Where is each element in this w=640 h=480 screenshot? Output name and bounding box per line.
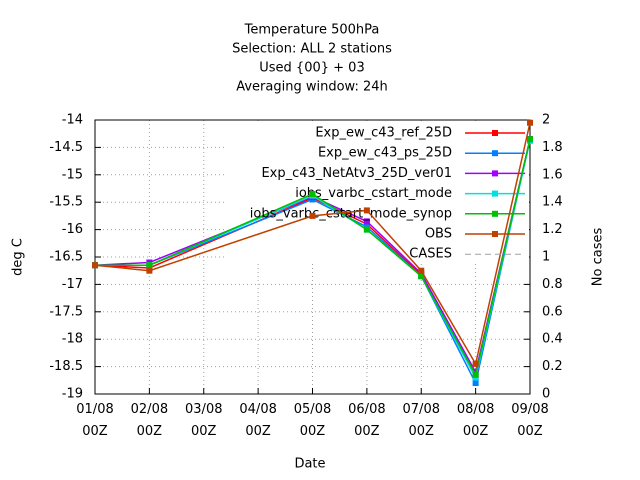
- x-tick-label: 02/08 00Z: [130, 402, 169, 439]
- y2-tick-label: 1.2: [542, 222, 563, 237]
- y-tick-label: -15: [62, 167, 83, 182]
- y-tick-label: -14: [62, 113, 83, 128]
- legend-marker: [492, 170, 498, 177]
- x-tick-label: 01/08 00Z: [76, 402, 114, 439]
- x-tick-label: 06/08 00Z: [348, 402, 386, 439]
- data-point: [92, 262, 98, 269]
- data-point: [146, 267, 153, 274]
- y-tick-label: -15.5: [49, 195, 83, 210]
- legend-label: CASES: [409, 247, 452, 262]
- data-point: [527, 119, 533, 126]
- legend-marker: [492, 231, 498, 237]
- y2-tick-label: 0.8: [542, 277, 563, 292]
- y2-tick-label: 1.6: [542, 167, 563, 182]
- data-point: [418, 273, 425, 280]
- y-tick-label: -17: [62, 277, 83, 292]
- y-tick-label: -19: [62, 387, 83, 402]
- data-point: [527, 136, 533, 143]
- data-point: [418, 267, 425, 274]
- legend-label: OBS: [425, 227, 452, 242]
- legend-label: Exp_ew_c43_ps_25D: [318, 146, 452, 161]
- x-tick-label: 09/08 00Z: [511, 402, 549, 439]
- legend-background: [225, 121, 529, 263]
- y2-tick-label: 0: [542, 387, 550, 402]
- y-tick-label: -14.5: [49, 140, 83, 155]
- y2-tick-label: 1.8: [542, 140, 563, 155]
- data-point: [472, 371, 479, 378]
- data-point: [309, 212, 316, 219]
- y2-tick-label: 2: [542, 113, 550, 128]
- y-tick-label: -18.5: [49, 359, 83, 374]
- data-point: [472, 360, 479, 367]
- chart-title: Used {00} + 03: [259, 61, 364, 76]
- legend-label: iobs_varbc_cstart_mode: [295, 186, 452, 201]
- y2-axis-label: No cases: [591, 228, 606, 287]
- chart-title: Averaging window: 24h: [236, 80, 388, 95]
- y2-tick-label: 1: [542, 250, 550, 265]
- data-point: [363, 226, 370, 233]
- y2-tick-label: 0.2: [542, 359, 563, 374]
- data-point: [363, 207, 370, 214]
- y-tick-label: -16: [62, 222, 83, 237]
- y-tick-label: -16.5: [49, 250, 83, 265]
- x-tick-label: 07/08 00Z: [402, 402, 440, 439]
- plot-border: [94, 119, 531, 395]
- x-axis-label: Date: [294, 457, 325, 472]
- y-tick-label: -17.5: [49, 304, 83, 319]
- chart-title: Selection: ALL 2 stations: [232, 42, 392, 57]
- x-tick-label: 04/08 00Z: [239, 402, 277, 439]
- legend-label: iobs_varbc_cstart_mode_synop: [250, 206, 452, 221]
- x-tick-label: 08/08 00Z: [456, 402, 495, 439]
- legend-marker: [492, 150, 498, 157]
- legend-label: Exp_ew_c43_ref_25D: [315, 126, 452, 141]
- legend-marker: [492, 210, 498, 217]
- chart-title: Temperature 500hPa: [244, 23, 380, 38]
- y2-tick-label: 0.4: [542, 332, 563, 347]
- y-axis-label: deg C: [11, 238, 26, 276]
- legend-marker: [492, 190, 498, 197]
- legend-label: Exp_c43_NetAtv3_25D_ver01: [261, 166, 452, 181]
- data-point: [472, 380, 479, 387]
- x-tick-label: 05/08 00Z: [293, 402, 332, 439]
- y2-tick-label: 0.6: [542, 304, 563, 319]
- data-point: [363, 218, 370, 225]
- x-tick-label: 03/08 00Z: [185, 402, 223, 439]
- y-tick-label: -18: [62, 332, 83, 347]
- data-point: [146, 262, 153, 269]
- legend-marker: [492, 130, 498, 136]
- y2-tick-label: 1.4: [542, 195, 563, 210]
- data-point: [309, 190, 316, 197]
